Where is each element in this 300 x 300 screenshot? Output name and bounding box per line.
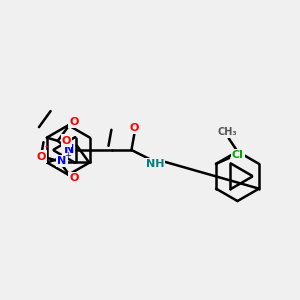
Text: O: O bbox=[62, 136, 71, 146]
Text: -: - bbox=[44, 141, 48, 151]
Text: CH₃: CH₃ bbox=[218, 128, 237, 137]
Text: N: N bbox=[58, 156, 67, 166]
Text: O: O bbox=[69, 117, 79, 127]
Text: O: O bbox=[37, 152, 46, 162]
Text: NH: NH bbox=[146, 159, 164, 169]
Text: Cl: Cl bbox=[232, 150, 244, 160]
Text: O: O bbox=[130, 123, 139, 133]
Text: N: N bbox=[64, 143, 74, 157]
Text: +: + bbox=[64, 151, 71, 160]
Text: O: O bbox=[69, 173, 79, 183]
